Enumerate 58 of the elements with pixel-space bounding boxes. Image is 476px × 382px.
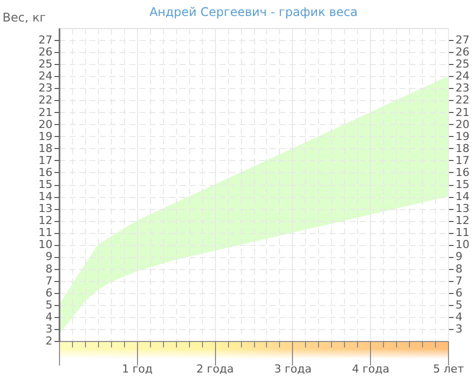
chart-title: Андрей Сергеевич - график веса — [149, 5, 358, 19]
y-tick-label: 8 — [46, 262, 52, 276]
y-tick-label: 23 — [38, 82, 52, 95]
y2-tick-label: 5 — [456, 298, 462, 312]
y-tick-label: 26 — [38, 46, 52, 59]
y2-tick-label: 24 — [456, 70, 470, 83]
y2-tick-label: 12 — [456, 214, 470, 228]
y-tick-label: 6 — [46, 286, 52, 300]
y-tick-label: 25 — [38, 58, 52, 71]
x-tick-label: 5 лет — [433, 362, 464, 376]
y-tick-label: 22 — [38, 94, 52, 107]
y2-tick-label: 14 — [456, 190, 470, 204]
y-tick-label: 3 — [46, 322, 52, 336]
y-tick-label: 24 — [38, 70, 52, 83]
y-tick-label: 21 — [38, 106, 52, 119]
y2-tick-label: 26 — [456, 46, 470, 59]
x-tick-label: 2 года — [196, 362, 234, 376]
y-tick-label: 4 — [46, 310, 52, 324]
y-tick-label: 16 — [38, 166, 52, 179]
y-tick-label: 19 — [38, 130, 52, 143]
x-tick-label: 3 года — [274, 362, 312, 376]
y-tick-label: 13 — [38, 202, 52, 216]
y2-tick-label: 7 — [456, 274, 462, 288]
y2-tick-label: 13 — [456, 202, 470, 216]
y-tick-label: 17 — [38, 154, 52, 167]
y2-tick-label: 3 — [456, 322, 462, 336]
y2-tick-label: 15 — [456, 178, 470, 191]
y2-tick-label: 17 — [456, 154, 470, 167]
y-tick-label: 20 — [38, 118, 52, 131]
y2-tick-label: 20 — [456, 118, 470, 131]
y-tick-label: 7 — [46, 274, 52, 288]
y2-tick-label: 16 — [456, 166, 470, 179]
y-tick-label: 18 — [38, 142, 52, 155]
y2-tick-label: 21 — [456, 106, 470, 119]
y2-tick-label: 23 — [456, 82, 470, 95]
y-tick-label: 10 — [38, 238, 52, 252]
x-tick-label: 1 год — [122, 362, 153, 376]
y-tick-label: 12 — [38, 214, 52, 228]
y-tick-label: 15 — [38, 178, 52, 191]
y2-tick-label: 11 — [456, 226, 470, 240]
y2-tick-label: 19 — [456, 130, 470, 143]
y-tick-label: 14 — [38, 190, 52, 204]
y2-tick-label: 22 — [456, 94, 470, 107]
y-axis-title: Вес, кг — [2, 10, 46, 24]
y2-tick-label: 8 — [456, 262, 462, 276]
y-tick-label: 27 — [38, 34, 52, 47]
y-tick-label: 5 — [46, 298, 52, 312]
y-tick-label: 9 — [46, 250, 52, 264]
y2-tick-label: 25 — [456, 58, 470, 71]
y-tick-label: 11 — [38, 226, 52, 240]
y2-tick-label: 4 — [456, 310, 462, 324]
y2-tick-label: 10 — [456, 238, 470, 252]
y2-tick-label: 6 — [456, 286, 462, 300]
y2-tick-label: 27 — [456, 34, 470, 47]
y2-tick-label: 18 — [456, 142, 470, 155]
y2-tick-label: 9 — [456, 250, 462, 264]
x-tick-label: 4 года — [352, 362, 390, 376]
y-tick-label: 2 — [46, 334, 52, 348]
